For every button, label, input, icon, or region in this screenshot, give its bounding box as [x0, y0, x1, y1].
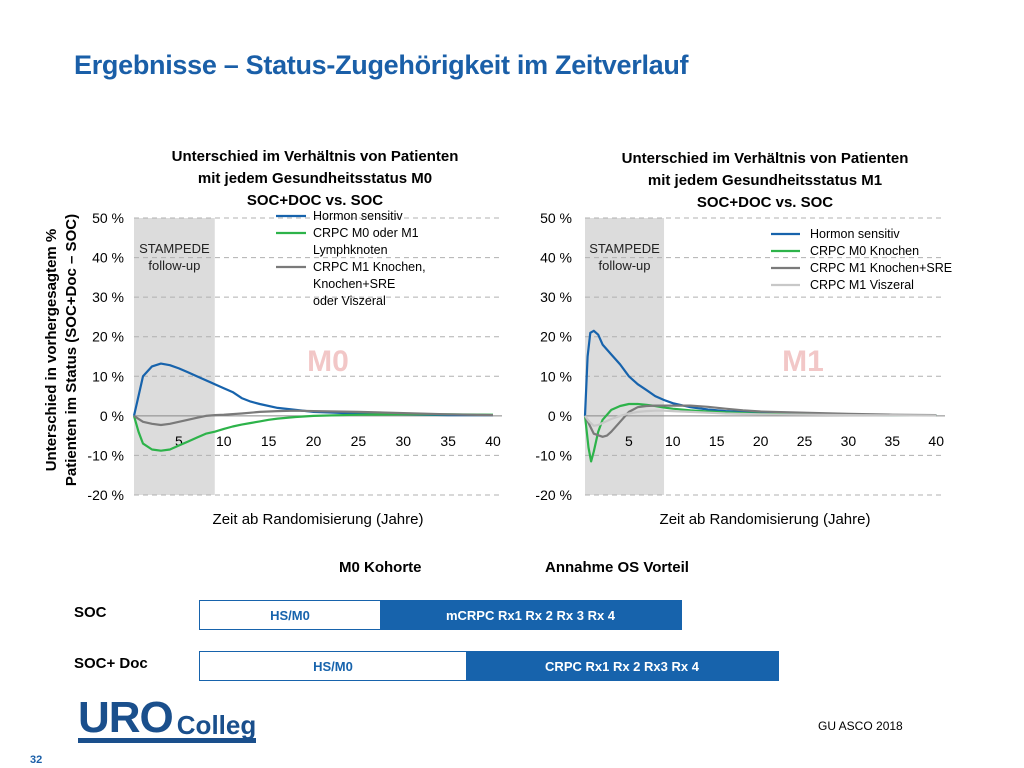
- x-tick-label: 10: [216, 433, 232, 449]
- y-tick-label: -20 %: [535, 487, 572, 503]
- y-tick-label: 30 %: [540, 289, 572, 305]
- y-tick-label: -10 %: [535, 447, 572, 463]
- y-tick-label: 10 %: [540, 368, 572, 384]
- legend-entry: CRPC M0 Knochen: [810, 244, 919, 258]
- m0-cohort-header: M0 Kohorte: [339, 559, 422, 576]
- x-tick-label: 5: [175, 433, 183, 449]
- series-line: [584, 409, 937, 427]
- series-line: [132, 362, 493, 417]
- x-axis-label: Zeit ab Randomisierung (Jahre): [660, 511, 871, 528]
- x-tick-label: 5: [625, 433, 633, 449]
- x-tick-label: 10: [665, 433, 681, 449]
- series-line: [132, 413, 494, 452]
- logo-colleg-text: Colleg: [176, 710, 257, 740]
- follow-up-label: follow-up: [148, 258, 200, 273]
- y-tick-label: 40 %: [92, 250, 124, 266]
- chart-watermark: M0: [307, 345, 349, 378]
- legend-entry: oder Viszeral: [313, 294, 386, 308]
- soc-timeline-bar: HS/M0 mCRPC Rx1 Rx 2 Rx 3 Rx 4: [199, 600, 682, 630]
- x-axis-label: Zeit ab Randomisierung (Jahre): [213, 511, 424, 528]
- soc-doc-hs-m0-segment: HS/M0: [200, 652, 466, 680]
- y-tick-label: 20 %: [92, 329, 124, 345]
- logo-uro-text: URO: [78, 693, 174, 742]
- soc-hs-m0-segment: HS/M0: [200, 601, 380, 629]
- follow-up-shaded-region: [134, 218, 215, 495]
- y-tick-label: 30 %: [92, 289, 124, 305]
- chart-m1-title-line: mit jedem Gesundheitsstatus M1: [647, 172, 883, 189]
- x-tick-label: 15: [261, 433, 277, 449]
- chart-m0-title-line: SOC+DOC vs. SOC: [246, 192, 384, 209]
- x-tick-label: 15: [709, 433, 725, 449]
- y-tick-label: -20 %: [87, 487, 124, 503]
- series-line: [133, 409, 494, 427]
- soc-doc-row-label: SOC+ Doc: [74, 655, 148, 672]
- series-line: [584, 404, 937, 438]
- slide-title: Ergebnisse – Status-Zugehörigkeit im Zei…: [74, 50, 689, 80]
- follow-up-label: STAMPEDE: [589, 241, 660, 256]
- chart-m0-title-line: Unterschied im Verhältnis von Patienten: [171, 148, 459, 165]
- y-tick-label: 10 %: [92, 368, 124, 384]
- x-tick-label: 40: [485, 433, 501, 449]
- chart-watermark: M1: [782, 345, 824, 378]
- chart-m1: STAMPEDE follow-up 50 % 40 % 30 % 20 % 10 % 0 %…: [535, 210, 952, 528]
- os-benefit-header: Annahme OS Vorteil: [545, 559, 689, 576]
- y-tick-label: 20 %: [540, 329, 572, 345]
- x-tick-label: 20: [753, 433, 769, 449]
- y-tick-label: 50 %: [92, 210, 124, 226]
- y-tick-label: 40 %: [540, 250, 572, 266]
- soc-doc-timeline-bar: HS/M0 CRPC Rx1 Rx 2 Rx3 Rx 4: [199, 651, 779, 681]
- legend-entry: CRPC M0 oder M1: [313, 226, 419, 240]
- follow-up-shaded-region: [585, 218, 665, 495]
- soc-row-label: SOC: [74, 604, 107, 621]
- x-tick-label: 20: [306, 433, 322, 449]
- chart-m0-title-line: mit jedem Gesundheitsstatus M0: [197, 170, 433, 187]
- chart-m0-title: Unterschied im Verhältnis von Patienten …: [130, 146, 500, 212]
- urocolleg-logo: URO Colleg: [78, 688, 257, 742]
- x-tick-label: 30: [841, 433, 857, 449]
- legend-entry: Hormon sensitiv: [810, 227, 900, 241]
- follow-up-label: follow-up: [598, 258, 650, 273]
- x-tick-label: 25: [797, 433, 813, 449]
- y-tick-label: 0 %: [100, 408, 124, 424]
- legend-entry: Lymphknoten: [313, 243, 388, 257]
- chart-m0: STAMPEDE follow-up 50 % 40 % 30 % 20 % 10 % 0 %…: [87, 209, 502, 528]
- legend-entry: CRPC M1 Viszeral: [810, 278, 914, 292]
- soc-doc-crpc-segment: CRPC Rx1 Rx 2 Rx3 Rx 4: [466, 652, 778, 680]
- logo-underline: [78, 738, 256, 743]
- x-tick-label: 30: [395, 433, 411, 449]
- x-tick-label: 35: [440, 433, 456, 449]
- legend-entry: Knochen+SRE: [313, 277, 395, 291]
- soc-crpc-segment: mCRPC Rx1 Rx 2 Rx 3 Rx 4: [380, 601, 681, 629]
- chart-m1-title-line: Unterschied im Verhältnis von Patienten: [621, 150, 909, 167]
- chart-m1-title-line: SOC+DOC vs. SOC: [696, 194, 834, 211]
- x-tick-label: 40: [928, 433, 944, 449]
- legend-entry: CRPC M1 Knochen+SRE: [810, 261, 952, 275]
- x-tick-label: 25: [351, 433, 367, 449]
- chart-m1-title: Unterschied im Verhältnis von Patienten …: [580, 148, 950, 214]
- y-tick-label: 50 %: [540, 210, 572, 226]
- follow-up-label: STAMPEDE: [139, 241, 210, 256]
- y-tick-label: -10 %: [87, 447, 124, 463]
- source-note: GU ASCO 2018: [818, 719, 903, 733]
- legend-entry: Hormon sensitiv: [313, 209, 403, 223]
- page-number: 32: [30, 754, 43, 766]
- y-tick-label: 0 %: [548, 408, 572, 424]
- legend-entry: CRPC M1 Knochen,: [313, 260, 426, 274]
- x-tick-label: 35: [885, 433, 901, 449]
